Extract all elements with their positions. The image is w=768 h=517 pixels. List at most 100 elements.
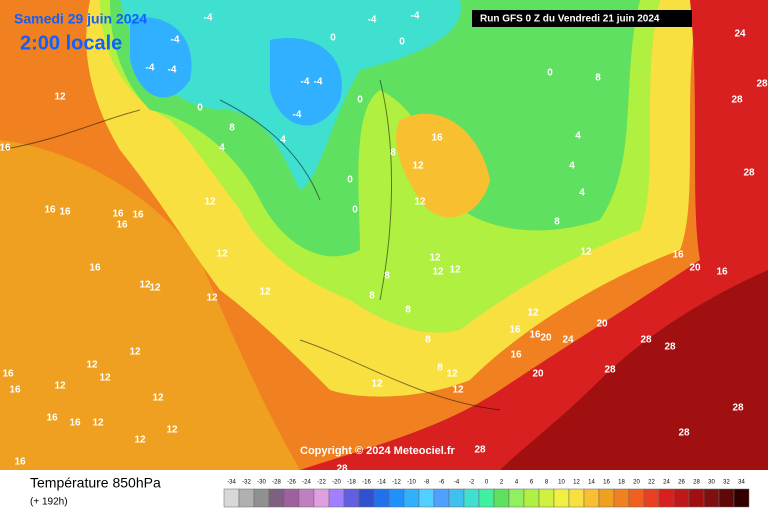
contour-label: 28 [664,342,676,353]
scale-label: -28 [272,480,281,486]
coastline [0,79,501,411]
contour-label: 20 [532,369,544,380]
scale-label: -32 [242,480,251,486]
scale-label: -4 [454,480,460,486]
contour-label: 16 [132,210,144,221]
contour-label: 12 [449,265,461,276]
contour-label: 0 [399,37,405,48]
scale-label: 2 [500,480,504,486]
scale-swatch [508,488,525,508]
scale-swatch [328,488,345,508]
contour-label: 12 [204,197,216,208]
scale-label: -26 [287,480,296,486]
scale-swatch [403,488,420,508]
contour-label: 16 [672,250,684,261]
scale-label: 24 [663,480,670,486]
scale-swatch [343,488,360,508]
zone-west [0,140,300,470]
scale-label: -34 [227,480,236,486]
contour-label: -4 [146,63,155,74]
contour-label: 16 [716,267,728,278]
scale-label: 16 [603,480,610,486]
contour-label: 12 [371,379,383,390]
contour-label: -4 [411,11,420,22]
scale-label: 14 [588,480,595,486]
scale-label: -14 [377,480,386,486]
contour-label: 8 [369,291,375,302]
contour-label: 4 [575,131,581,142]
contour-label: -4 [368,15,377,26]
contour-label: -4 [168,65,177,76]
scale-swatch [583,488,600,508]
contour-label: 12 [446,369,458,380]
footer-title: Température 850hPa [30,475,161,491]
contour-label: 28 [640,335,652,346]
contour-label: 12 [414,197,426,208]
scale-swatch [358,488,375,508]
zone-blue [130,17,342,126]
contour-label: 28 [604,365,616,376]
contour-label: 16 [509,325,521,336]
contour-label: 24 [562,335,574,346]
scale-swatch [493,488,510,508]
scale-label: 30 [708,480,715,486]
contour-label: 12 [580,247,592,258]
contour-label: 16 [0,143,11,154]
scale-swatch [538,488,555,508]
contour-label: 12 [259,287,271,298]
contour-label: 12 [412,161,424,172]
contour-label: 0 [347,175,353,186]
contour-label: 8 [405,305,411,316]
contour-label: 12 [166,425,178,436]
contour-label: 20 [596,319,608,330]
contour-label: 16 [510,350,522,361]
scale-label: -8 [424,480,430,486]
scale-label: 34 [738,480,745,486]
contour-label: 8 [554,217,560,228]
contour-label: 12 [129,347,141,358]
contour-label: 8 [425,335,431,346]
scale-label: -2 [469,480,475,486]
contour-label: -4 [293,110,302,121]
run-text: Run GFS 0 Z du Vendredi 21 juin 2024 [480,14,660,25]
contour-label: 4 [579,188,585,199]
contour-label: 12 [432,267,444,278]
contour-label: 16 [14,457,26,468]
scale-swatch [613,488,630,508]
contour-label: 20 [689,263,701,274]
contour-label: 8 [229,123,235,134]
contour-label: 0 [547,68,553,79]
contour-label: 12 [99,373,111,384]
contour-label: 16 [59,207,71,218]
scale-swatch [313,488,330,508]
contour-label: -4 [301,77,310,88]
scale-swatch [433,488,450,508]
contour-label: -4 [171,35,180,46]
scale-swatch [238,488,255,508]
scale-swatch [418,488,435,508]
contour-label: 28 [336,464,348,475]
contour-label: 0 [330,33,336,44]
scale-label: 12 [573,480,580,486]
contour-label: 12 [452,385,464,396]
contour-label: 12 [206,293,218,304]
contour-label: 20 [540,333,552,344]
contour-label: -4 [314,77,323,88]
contour-label: 0 [352,205,358,216]
contour-label: 4 [219,143,225,154]
scale-label: -30 [257,480,266,486]
contour-label: 16 [9,385,21,396]
contour-label: 16 [529,330,541,341]
contour-label: 16 [112,209,124,220]
contour-label: 8 [595,73,601,84]
contour-label: 28 [678,428,690,439]
contour-label: 12 [216,249,228,260]
contour-label: 24 [734,29,746,40]
copyright: Copyright © 2024 Meteociel.fr [300,445,456,457]
contour-label: 8 [384,271,390,282]
contour-label: 0 [197,103,203,114]
scale-label: -20 [332,480,341,486]
scale-label: -22 [317,480,326,486]
